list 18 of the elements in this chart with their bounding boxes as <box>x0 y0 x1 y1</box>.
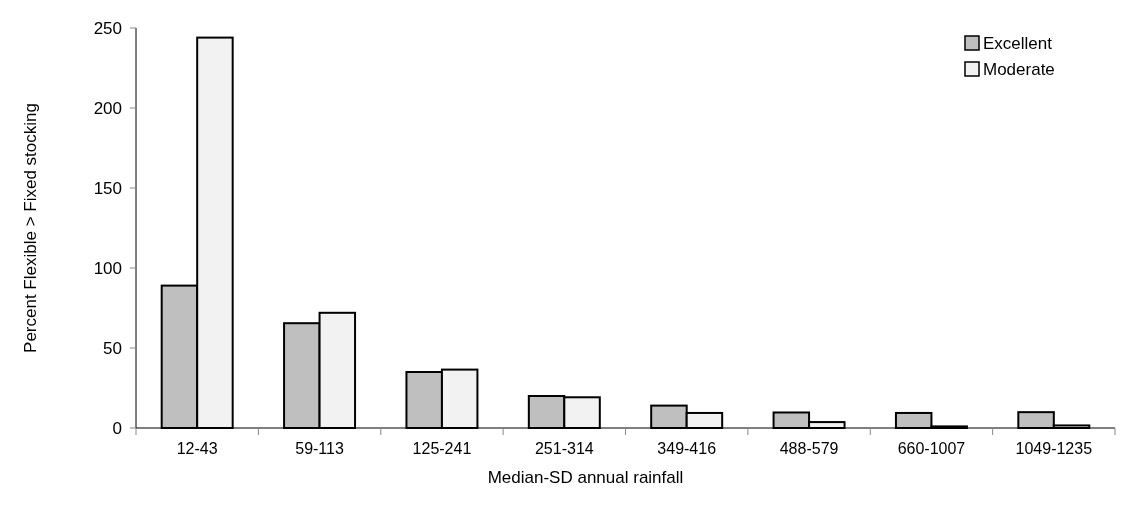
y-tick-label: 100 <box>93 258 122 278</box>
x-tick-label: 349-416 <box>657 440 717 457</box>
y-tick-label: 150 <box>93 178 122 198</box>
x-tick-label: 125-241 <box>412 440 472 457</box>
y-tick-label: 0 <box>112 418 122 438</box>
y-tick-label: 50 <box>103 338 122 358</box>
x-tick-label: 488-579 <box>779 440 839 457</box>
y-tick-label: 200 <box>93 98 122 118</box>
x-tick-label: 660-1007 <box>897 440 966 457</box>
legend-label: Moderate <box>983 59 1055 79</box>
legend-label: Excellent <box>983 33 1053 53</box>
y-tick-label: 250 <box>93 18 122 38</box>
x-tick-label: 251-314 <box>534 440 594 457</box>
y-axis-title: Percent Flexible > Fixed stocking <box>21 103 40 353</box>
x-axis-title: Median-SD annual rainfall <box>487 468 684 487</box>
x-tick-label: 1049-1235 <box>1015 440 1093 457</box>
x-tick-label: 12-43 <box>176 440 218 457</box>
x-tick-label: 59-113 <box>295 440 344 457</box>
